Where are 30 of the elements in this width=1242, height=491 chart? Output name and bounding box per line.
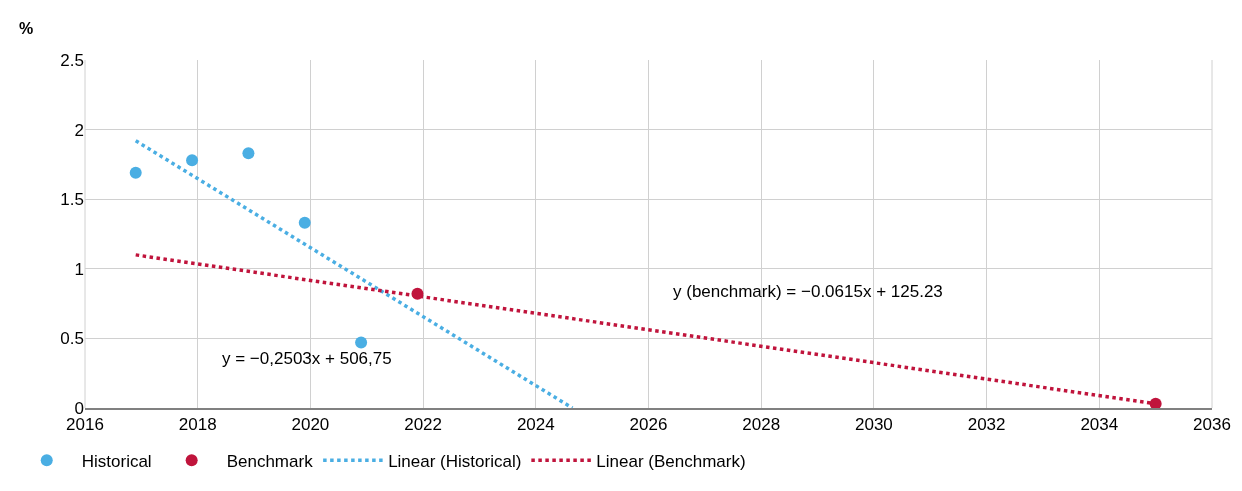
x-tick-label: 2016	[66, 415, 104, 435]
x-tick-label: 2026	[629, 415, 668, 435]
legend-label: Historical	[81, 451, 152, 471]
y-tick-label: 0.5	[60, 329, 84, 349]
point	[129, 166, 142, 179]
point	[242, 147, 255, 160]
annotation: y = −0,2503x + 506,75	[222, 349, 392, 368]
x-tick-label: 2032	[967, 415, 1006, 435]
point	[1149, 397, 1162, 408]
x-tick-label: 2034	[1080, 415, 1119, 435]
x-tick-label: 2028	[742, 415, 781, 435]
y-axis-title: %	[19, 20, 34, 37]
y-tick-label: 0	[74, 398, 84, 418]
point	[355, 336, 368, 349]
legend-label: Linear (Historical)	[388, 451, 522, 471]
x-tick-label: 2020	[291, 415, 330, 435]
point	[298, 216, 311, 229]
x-tick-label: 2024	[516, 415, 555, 435]
y-tick-label: 1.5	[60, 190, 84, 210]
y-tick-label: 2	[74, 120, 84, 140]
legend-label: Linear (Benchmark)	[596, 451, 746, 471]
legend-label: Benchmark	[226, 451, 314, 471]
x-tick-label: 2018	[178, 415, 217, 435]
point	[186, 154, 199, 167]
x-tick-label: 2022	[404, 415, 443, 435]
annotation: y (benchmark) = −0.0615x + 125.23	[673, 282, 943, 301]
y-tick-label: 2.5	[60, 50, 84, 70]
x-tick-label: 2030	[854, 415, 893, 435]
y-tick-label: 1	[74, 259, 84, 279]
x-tick-label: 2036	[1193, 415, 1231, 435]
